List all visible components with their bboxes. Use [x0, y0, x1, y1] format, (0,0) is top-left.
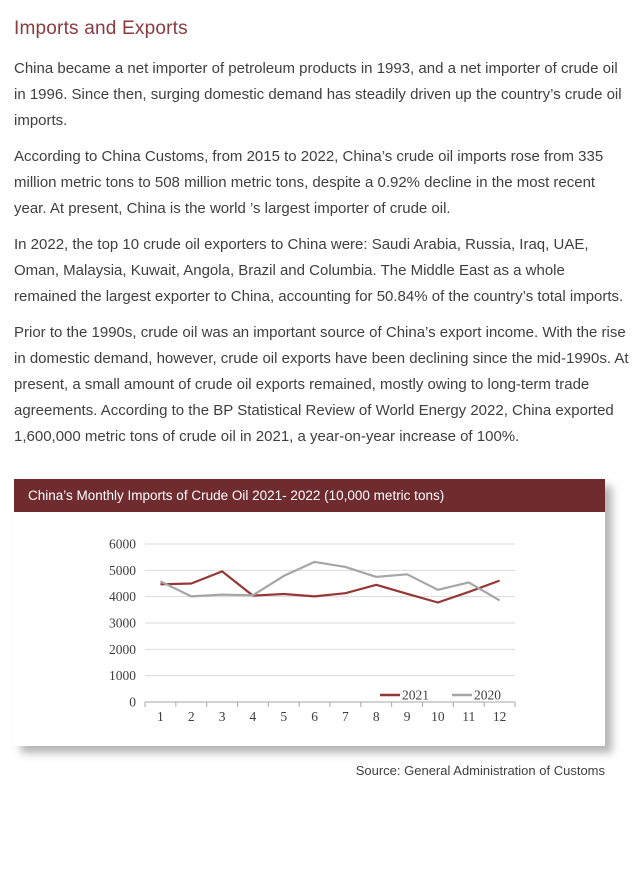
paragraph-4: Prior to the 1990s, crude oil was an imp…	[14, 324, 629, 445]
svg-text:5000: 5000	[109, 563, 136, 578]
page: Imports and Exports China became a net i…	[14, 18, 629, 778]
svg-text:6000: 6000	[109, 537, 136, 552]
svg-text:1000: 1000	[109, 668, 136, 683]
svg-text:4: 4	[250, 709, 257, 724]
svg-text:10: 10	[431, 709, 445, 724]
svg-text:3000: 3000	[109, 616, 136, 631]
paragraph-3: In 2022, the top 10 crude oil exporters …	[14, 236, 624, 305]
chart-title-bar: China’s Monthly Imports of Crude Oil 202…	[14, 479, 605, 512]
svg-text:2020: 2020	[474, 688, 501, 703]
page-title: Imports and Exports	[14, 18, 188, 39]
article-body: China became a net importer of petroleum…	[14, 56, 629, 450]
svg-text:0: 0	[129, 695, 136, 710]
chart-card: China’s Monthly Imports of Crude Oil 202…	[14, 479, 605, 746]
svg-text:2: 2	[188, 709, 195, 724]
svg-text:1: 1	[157, 709, 164, 724]
svg-text:2000: 2000	[109, 642, 136, 657]
svg-text:6: 6	[311, 709, 318, 724]
svg-text:9: 9	[404, 709, 411, 724]
svg-text:5: 5	[280, 709, 287, 724]
paragraph-2: According to China Customs, from 2015 to…	[14, 148, 604, 217]
chart-source: Source: General Administration of Custom…	[355, 763, 605, 778]
chart-body: 0 1000 2000 3000 4000 5000 6000 1 2 3 4 5 6 7 8 9 10 11 12…	[14, 512, 605, 746]
svg-text:12: 12	[493, 709, 507, 724]
svg-text:8: 8	[373, 709, 380, 724]
paragraph-1: China became a net importer of petroleum…	[14, 60, 622, 129]
svg-text:3: 3	[219, 709, 226, 724]
svg-text:2021: 2021	[402, 688, 429, 703]
svg-text:4000: 4000	[109, 589, 136, 604]
chart-title: China’s Monthly Imports of Crude Oil 202…	[28, 488, 445, 503]
svg-text:7: 7	[342, 709, 349, 724]
svg-text:11: 11	[462, 709, 475, 724]
